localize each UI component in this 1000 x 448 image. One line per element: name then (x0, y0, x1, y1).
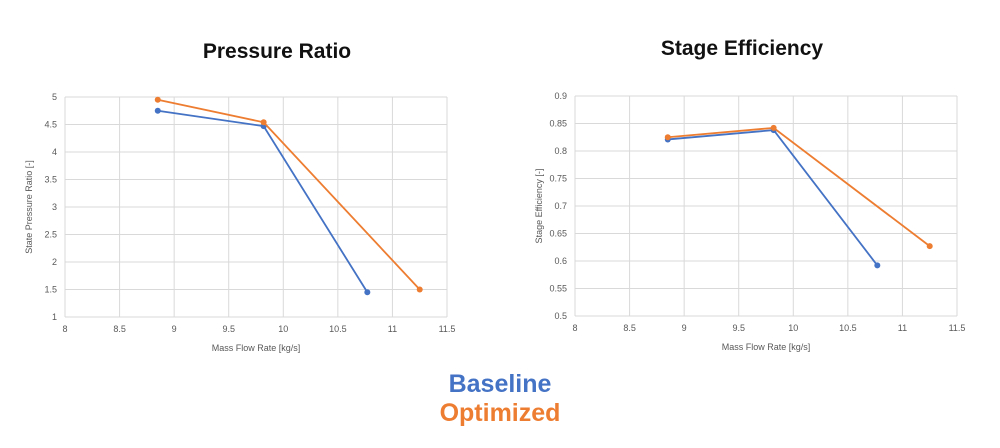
x-tick-label: 10 (278, 324, 288, 334)
x-tick-label: 8 (572, 323, 577, 333)
x-tick-label: 11.5 (949, 323, 966, 333)
x-axis-label: Mass Flow Rate [kg/s] (212, 343, 301, 353)
x-tick-label: 11.5 (439, 324, 456, 334)
y-tick-label: 2.5 (44, 230, 57, 240)
y-tick-label: 1 (52, 312, 57, 322)
y-tick-label: 2 (52, 257, 57, 267)
x-tick-label: 8 (62, 324, 67, 334)
optimized-point (770, 124, 777, 131)
x-tick-label: 9 (172, 324, 177, 334)
x-axis-label: Mass Flow Rate [kg/s] (722, 342, 811, 352)
y-tick-label: 0.7 (554, 201, 567, 211)
x-tick-label: 8.5 (113, 324, 126, 334)
y-tick-label: 0.9 (554, 91, 567, 101)
y-tick-label: 0.6 (554, 256, 567, 266)
y-tick-label: 0.8 (554, 146, 567, 156)
y-tick-label: 1.5 (44, 285, 57, 295)
x-tick-label: 9.5 (222, 324, 235, 334)
baseline-point (874, 262, 881, 269)
y-tick-label: 0.85 (549, 119, 567, 129)
y-tick-label: 3.5 (44, 175, 57, 185)
baseline-point (364, 289, 371, 296)
optimized-point (416, 286, 423, 293)
legend-optimized: Optimized (439, 399, 561, 427)
chart-title-pressure-ratio: Pressure Ratio (202, 40, 352, 63)
optimized-point (926, 243, 933, 250)
x-tick-label: 10.5 (329, 324, 347, 334)
y-axis-label: Stage Efficiency [-] (534, 169, 544, 244)
y-tick-label: 0.5 (554, 311, 567, 321)
x-tick-label: 8.5 (623, 323, 636, 333)
x-tick-label: 11 (898, 323, 907, 333)
y-tick-label: 0.75 (549, 174, 567, 184)
chart-title-stage-efficiency: Stage Efficiency (660, 37, 824, 60)
y-tick-label: 3 (52, 202, 57, 212)
y-tick-label: 4.5 (44, 120, 57, 130)
y-tick-label: 0.65 (549, 229, 567, 239)
optimized-point (154, 96, 161, 103)
x-tick-label: 10.5 (839, 323, 857, 333)
optimized-point (260, 119, 267, 126)
y-tick-label: 0.55 (549, 284, 567, 294)
legend-baseline: Baseline (448, 370, 552, 398)
optimized-series-line (667, 126, 931, 247)
y-tick-label: 4 (52, 147, 57, 157)
baseline-series-line (667, 129, 879, 266)
x-tick-label: 9 (682, 323, 687, 333)
x-tick-label: 11 (388, 324, 397, 334)
baseline-point (154, 107, 161, 114)
y-tick-label: 5 (52, 92, 57, 102)
optimized-point (664, 134, 671, 141)
x-tick-label: 10 (788, 323, 798, 333)
y-axis-label: State Pressure Ratio [-] (24, 160, 34, 254)
x-tick-label: 9.5 (732, 323, 745, 333)
